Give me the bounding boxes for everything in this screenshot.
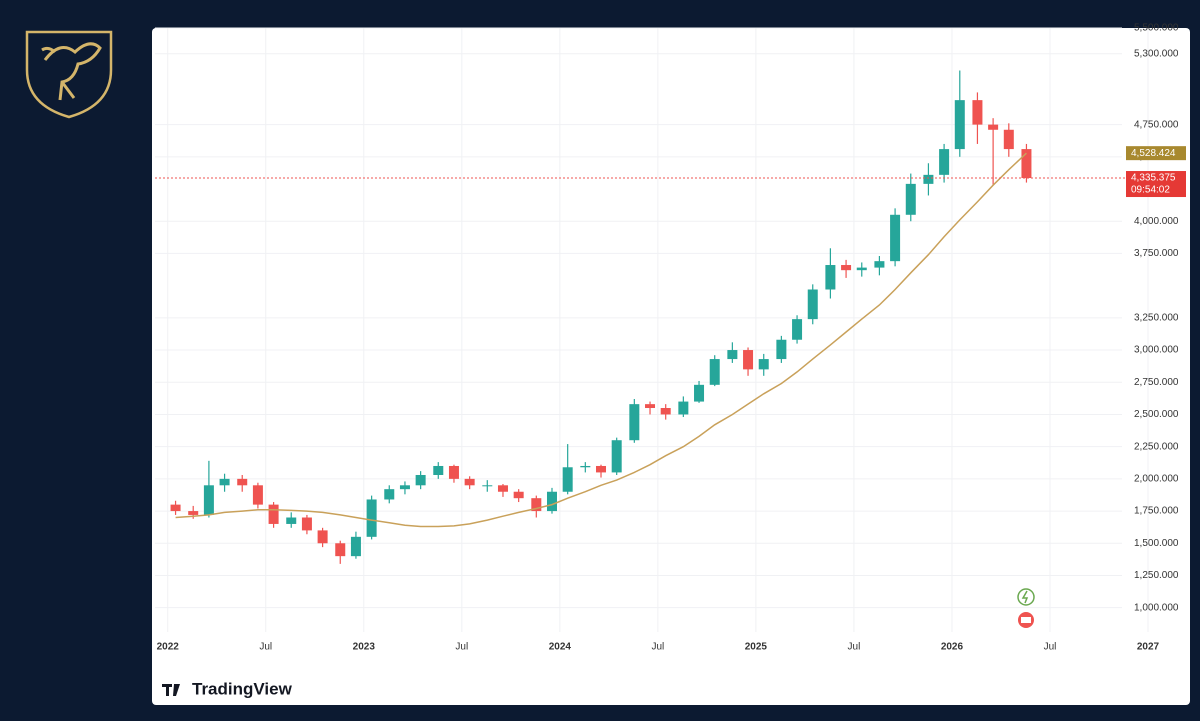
candle-body: [366, 499, 377, 537]
candle-body: [301, 517, 312, 531]
candle-body: [1003, 129, 1014, 150]
candle-body: [562, 467, 573, 492]
x-tick-label: Jul: [455, 642, 468, 653]
candle-body: [776, 339, 787, 360]
last-price-box: [1126, 171, 1186, 198]
candle-body: [923, 174, 934, 184]
candle-body: [596, 465, 607, 473]
candle-body: [825, 265, 836, 290]
candle-body: [758, 359, 769, 370]
y-tick-label: 3,750.000: [1134, 248, 1179, 259]
x-tick-label: 2026: [941, 642, 964, 653]
y-tick-label: 2,000.000: [1134, 474, 1179, 485]
x-tick-label: 2027: [1137, 642, 1160, 653]
grid: 1,000.000 1,250.000 1,500.000 1,750.000 2,00…: [155, 23, 1179, 653]
y-tick-label: 1,250.000: [1134, 570, 1179, 581]
candle-body: [678, 401, 689, 415]
candle-body: [268, 504, 279, 524]
candle-body: [709, 359, 720, 385]
candle-body: [170, 504, 181, 512]
candle-body: [1021, 149, 1032, 179]
candle-body: [384, 489, 395, 500]
candle-body: [219, 478, 230, 486]
y-tick-label: 3,000.000: [1134, 345, 1179, 356]
emblem: [25, 30, 113, 119]
candle-body: [792, 319, 803, 340]
candle-body: [415, 474, 426, 486]
y-tick-label: 1,500.000: [1134, 538, 1179, 549]
candle-body: [531, 498, 542, 512]
candle-body: [954, 100, 965, 150]
y-tick-label: 2,500.000: [1134, 409, 1179, 420]
x-tick-label: 2025: [745, 642, 768, 653]
candle-body: [660, 408, 671, 415]
candle-body: [482, 485, 493, 487]
candle-body: [645, 404, 656, 409]
x-tick-label: Jul: [259, 642, 272, 653]
moving-average-line: [175, 152, 1027, 528]
candle-body: [350, 536, 361, 557]
candle-body: [874, 261, 885, 268]
candle-body: [497, 485, 508, 492]
candle-body: [807, 289, 818, 320]
x-tick-label: 2022: [157, 642, 180, 653]
brand: TradingView: [162, 679, 293, 698]
candle-body: [841, 265, 852, 271]
candle-body: [743, 350, 754, 370]
ma-price-box: [1126, 146, 1186, 161]
candle-body: [188, 511, 199, 515]
candle-body: [629, 404, 640, 441]
candle-body: [694, 384, 705, 402]
last-price-label: 4,335.375: [1131, 173, 1176, 184]
candle-body: [286, 517, 297, 524]
candle-body: [433, 465, 444, 475]
candle-body: [905, 183, 916, 215]
candle-body: [856, 267, 867, 271]
y-tick-label: 4,000.000: [1134, 216, 1179, 227]
countdown-label: 09:54:02: [1131, 185, 1170, 196]
x-tick-label: Jul: [1044, 642, 1057, 653]
candle-body: [513, 491, 524, 499]
candle-body: [237, 478, 248, 486]
x-tick-label: Jul: [848, 642, 861, 653]
candle-body: [972, 100, 983, 125]
chart-panel: [152, 28, 1190, 705]
ma-price-label: 4,528.424: [1131, 148, 1176, 159]
y-tick-label: 1,000.000: [1134, 602, 1179, 613]
candle-body: [988, 124, 999, 130]
candle-body: [399, 485, 410, 490]
y-tick-label: 4,750.000: [1134, 119, 1179, 130]
candle-body: [727, 350, 738, 360]
x-tick-label: 2023: [353, 642, 376, 653]
y-tick-label: 1,750.000: [1134, 506, 1179, 517]
candle-body: [203, 485, 214, 515]
candle-body: [611, 440, 622, 473]
candle-body: [252, 485, 263, 505]
x-tick-label: Jul: [651, 642, 664, 653]
event-icons: [1017, 588, 1035, 628]
candle-body: [464, 478, 475, 486]
candle-body: [939, 149, 950, 175]
candle-body: [890, 214, 901, 262]
y-tick-label: 2,250.000: [1134, 441, 1179, 452]
candle-body: [448, 465, 459, 479]
y-tick-label: 5,300.000: [1134, 48, 1179, 59]
brand-name: TradingView: [192, 679, 293, 698]
y-tick-label: 2,750.000: [1134, 377, 1179, 388]
candle-body: [546, 491, 557, 512]
x-tick-label: 2024: [549, 642, 572, 653]
candle-body: [317, 530, 328, 544]
y-tick-label: 5,500.000: [1134, 23, 1179, 34]
candle-body: [335, 543, 346, 557]
y-tick-label: 3,250.000: [1134, 312, 1179, 323]
candle-body: [580, 465, 591, 468]
